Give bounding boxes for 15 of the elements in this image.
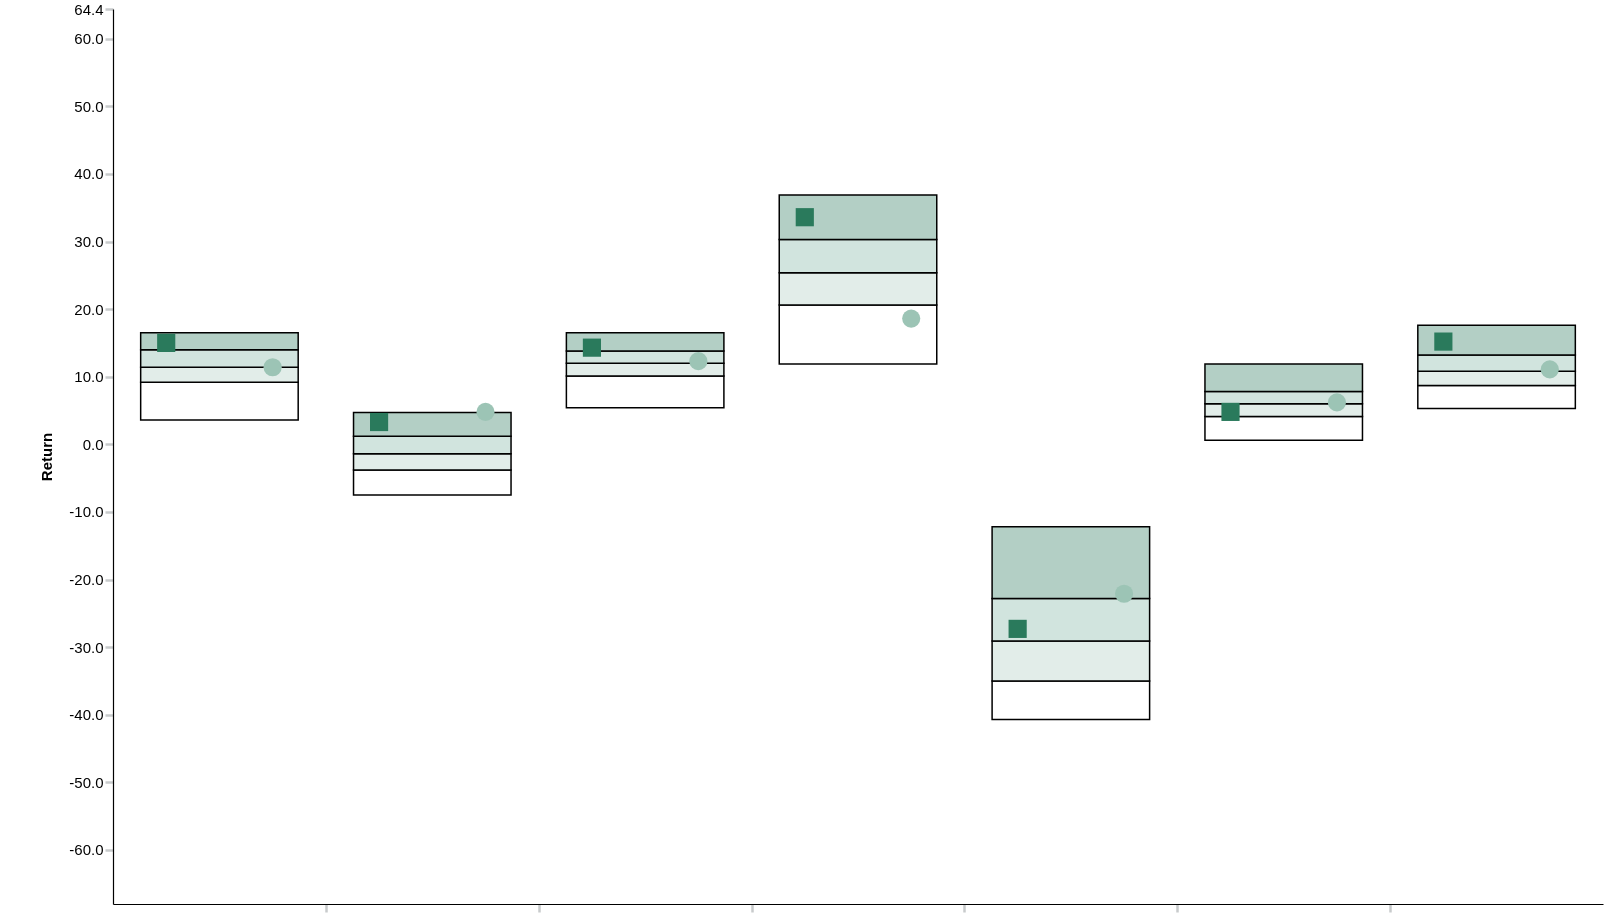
y-axis-title: Return <box>38 432 56 482</box>
y-tick-label: 20.0 <box>74 300 104 318</box>
y-tick-label: 40.0 <box>74 165 104 183</box>
y-tick-label: 60.0 <box>74 30 104 48</box>
y-tick-label: 64.4 <box>74 0 104 18</box>
y-tick-label: -40.0 <box>69 706 104 724</box>
y-tick-label: -30.0 <box>69 638 104 656</box>
y-tick-label: -10.0 <box>69 503 104 521</box>
y-tick-label: -20.0 <box>69 571 104 589</box>
y-tick-label: 10.0 <box>74 368 104 386</box>
y-tick-label: 0.0 <box>82 435 104 453</box>
y-tick-label: -50.0 <box>69 773 104 791</box>
y-tick-label: -60.0 <box>69 841 104 859</box>
y-tick-label: 50.0 <box>74 97 104 115</box>
y-tick-label: 30.0 <box>74 233 104 251</box>
